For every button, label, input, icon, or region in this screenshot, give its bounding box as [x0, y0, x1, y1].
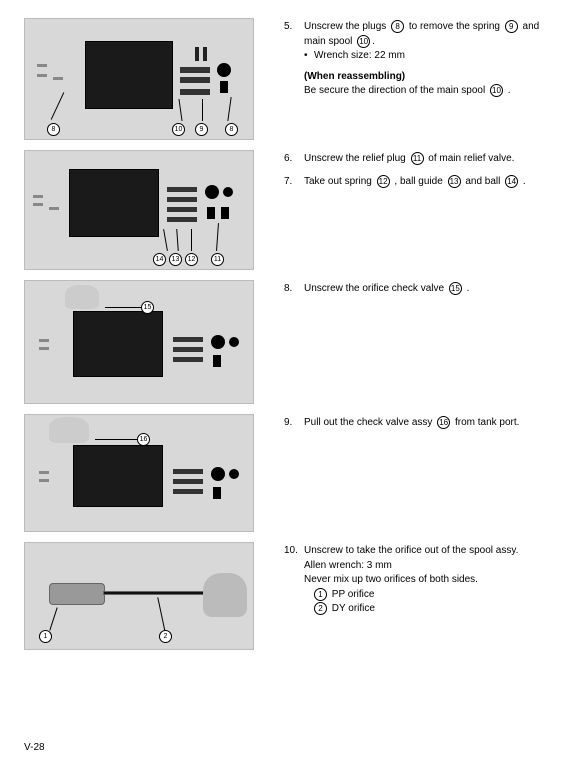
s6-text: Unscrew the relief plug	[304, 153, 409, 164]
callout-8b: 8	[225, 123, 238, 136]
s7-text: .	[520, 176, 526, 187]
s8-text: Unscrew the orifice check valve	[304, 283, 447, 294]
text-step-8: 8. Unscrew the orifice check valve 15 .	[284, 280, 554, 305]
inline-10: 10	[357, 35, 370, 48]
photo-4: 16	[24, 414, 254, 532]
step-number-5: 5.	[284, 20, 304, 99]
inline-8: 8	[391, 20, 404, 33]
step-number-6: 6.	[284, 152, 304, 167]
s8-text: .	[464, 283, 470, 294]
photo-2: 14 13 12 11	[24, 150, 254, 270]
callout-15: 15	[141, 301, 154, 314]
s7-text: , ball guide	[392, 176, 446, 187]
callout-11: 11	[211, 253, 224, 266]
step-number-9: 9.	[284, 416, 304, 431]
s10-line1: Unscrew to take the orifice out of the s…	[304, 544, 554, 559]
inline-12: 12	[377, 175, 390, 188]
text-step-10: 10. Unscrew to take the orifice out of t…	[284, 542, 554, 625]
inline-15: 15	[449, 282, 462, 295]
reassemble-text: Be secure the direction of the main spoo…	[304, 85, 488, 96]
callout-9: 9	[195, 123, 208, 136]
text-step-9: 9. Pull out the check valve assy 16 from…	[284, 414, 554, 439]
inline-11: 11	[411, 152, 424, 165]
s10-label2: DY orifice	[332, 603, 375, 614]
s5-text: .	[372, 36, 375, 47]
text-step-6-7: 6. Unscrew the relief plug 11 of main re…	[284, 150, 554, 197]
row-step-9: 16 9. Pull out the check valve assy 16 f…	[24, 414, 554, 532]
row-step-8: 15 8. Unscrew the orifice check valve 15…	[24, 280, 554, 404]
inline-16: 16	[437, 416, 450, 429]
s10-line3: Never mix up two orifices of both sides.	[304, 573, 554, 588]
inline-13: 13	[448, 175, 461, 188]
photo-3: 15	[24, 280, 254, 404]
s6-text: of main relief valve.	[426, 153, 515, 164]
callout-14: 14	[153, 253, 166, 266]
s10-label1: PP orifice	[332, 589, 375, 600]
step-number-10: 10.	[284, 544, 304, 617]
inline-10b: 10	[490, 84, 503, 97]
page-number: V-28	[24, 742, 45, 753]
inline-9: 9	[505, 20, 518, 33]
s7-text: and ball	[463, 176, 504, 187]
callout-12: 12	[185, 253, 198, 266]
s5-text: to remove the spring	[406, 21, 503, 32]
callout-10: 10	[172, 123, 185, 136]
photo-5: 1 2	[24, 542, 254, 650]
step-number-7: 7.	[284, 175, 304, 190]
callout-2: 2	[159, 630, 172, 643]
row-step-10: 1 2 10. Unscrew to take the orifice out …	[24, 542, 554, 650]
callout-13: 13	[169, 253, 182, 266]
text-step-5: 5. Unscrew the plugs 8 to remove the spr…	[284, 18, 554, 107]
inline-2: 2	[314, 602, 327, 615]
s9-text: from tank port.	[452, 417, 519, 428]
callout-16: 16	[137, 433, 150, 446]
inline-1: 1	[314, 588, 327, 601]
s7-text: Take out spring	[304, 176, 375, 187]
s5-bullet: Wrench size: 22 mm	[304, 49, 554, 64]
callout-1: 1	[39, 630, 52, 643]
reassemble-text: .	[505, 85, 511, 96]
callout-8: 8	[47, 123, 60, 136]
row-step-6-7: 14 13 12 11 6. Unscrew the relief plug 1…	[24, 150, 554, 270]
s10-line2: Allen wrench: 3 mm	[304, 559, 554, 574]
inline-14: 14	[505, 175, 518, 188]
step-number-8: 8.	[284, 282, 304, 297]
reassemble-heading: (When reassembling)	[304, 70, 554, 85]
s5-text: Unscrew the plugs	[304, 21, 389, 32]
photo-1: 8 10 9 8	[24, 18, 254, 140]
s9-text: Pull out the check valve assy	[304, 417, 435, 428]
row-step-5: 8 10 9 8 5. Unscrew the plugs 8 to remov…	[24, 18, 554, 140]
